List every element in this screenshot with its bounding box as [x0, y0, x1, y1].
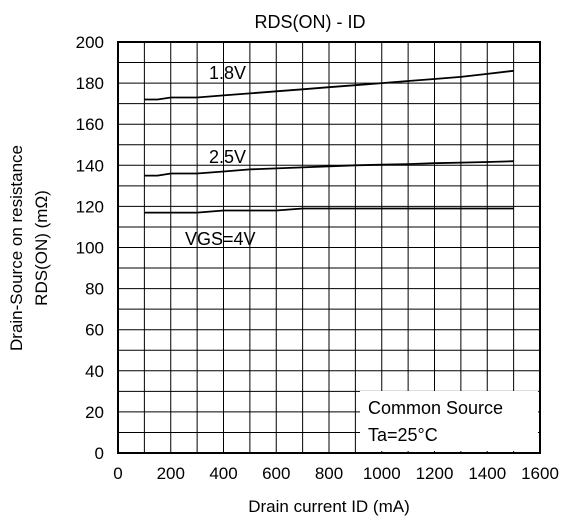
x-tick-label: 400	[209, 464, 237, 483]
series-line-1	[144, 69, 514, 101]
series-line-2	[144, 160, 514, 177]
y-tick-label: 80	[85, 280, 104, 299]
x-tick-labels: 0 200 400 600 800 1000 1200 1400 1600	[113, 464, 559, 483]
y-tick-label: 0	[95, 444, 104, 463]
y-tick-label: 20	[85, 403, 104, 422]
x-tick-label: 1600	[521, 464, 559, 483]
x-tick-label: 800	[315, 464, 343, 483]
chart-title: RDS(ON) - ID	[255, 12, 366, 32]
x-tick-label: 600	[262, 464, 290, 483]
y-tick-label: 120	[76, 197, 104, 216]
series-label-vgs-4v: VGS=4V	[185, 229, 256, 249]
grid	[118, 42, 540, 453]
x-tick-label: 1200	[416, 464, 454, 483]
series-label-1-8v: 1.8V	[209, 63, 246, 83]
y-tick-label: 160	[76, 115, 104, 134]
condition-common-source: Common Source	[368, 398, 503, 418]
x-tick-label: 1000	[363, 464, 401, 483]
x-tick-label: 0	[113, 464, 122, 483]
series-line-3	[144, 207, 514, 214]
y-tick-label: 140	[76, 156, 104, 175]
x-tick-label: 200	[157, 464, 185, 483]
series-label-2-5v: 2.5V	[209, 147, 246, 167]
y-tick-label: 100	[76, 239, 104, 258]
series-lines	[144, 69, 514, 214]
x-tick-label: 1400	[468, 464, 506, 483]
condition-temperature: Ta=25°C	[368, 425, 438, 445]
y-tick-label: 40	[85, 362, 104, 381]
condition-box	[360, 391, 538, 451]
y-tick-labels: 0 20 40 60 80 100 120 140 160 180 200	[76, 33, 104, 463]
y-axis-title-line2: RDS(ON) (mΩ)	[32, 190, 51, 306]
y-tick-label: 180	[76, 74, 104, 93]
y-tick-label: 60	[85, 321, 104, 340]
y-axis-title-line1: Drain-Source on resistance	[7, 145, 26, 351]
plot-frame	[117, 41, 541, 454]
x-axis-title: Drain current ID (mA)	[248, 497, 410, 516]
y-tick-label: 200	[76, 33, 104, 52]
